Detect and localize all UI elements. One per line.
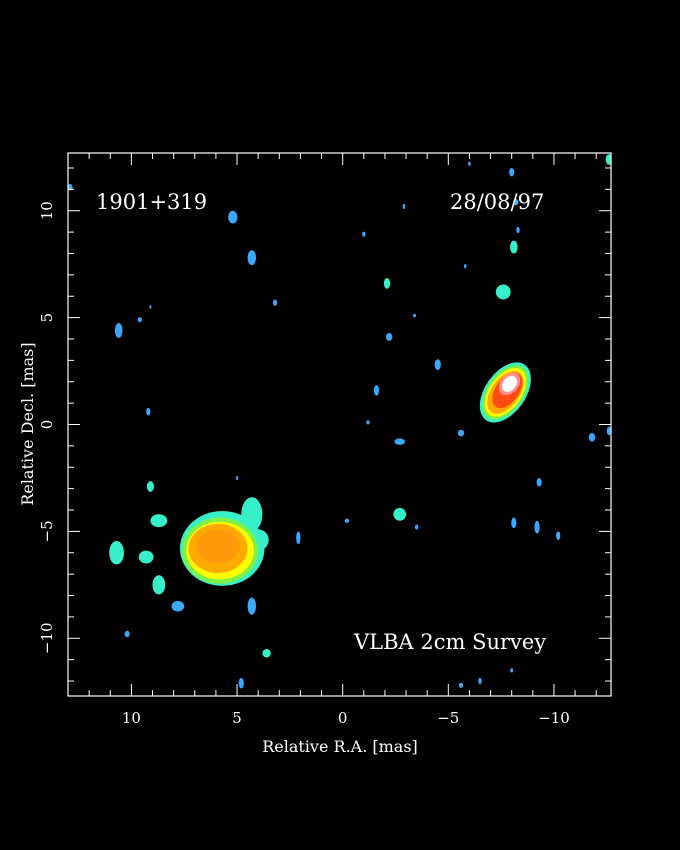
- noise-feature: [235, 475, 239, 481]
- noise-feature: [171, 600, 185, 612]
- noise-feature: [150, 514, 168, 528]
- survey-label: VLBA 2cm Survey: [353, 630, 546, 654]
- noise-feature: [362, 231, 366, 237]
- noise-feature: [385, 333, 393, 341]
- noise-feature: [152, 575, 166, 595]
- brightness-map: [68, 154, 611, 689]
- eastern-component: [241, 497, 263, 532]
- noise-feature: [510, 668, 514, 673]
- noise-feature: [146, 481, 154, 492]
- noise-feature: [414, 524, 419, 530]
- noise-feature: [247, 250, 257, 266]
- noise-feature: [394, 438, 405, 445]
- axis-ticks: 10 5 0 −5 −10 10 5 0 −5 −10: [38, 153, 611, 727]
- noise-feature: [228, 210, 238, 224]
- noise-feature: [109, 541, 124, 565]
- x-tick-label: 10: [122, 709, 141, 727]
- noise-feature: [509, 167, 515, 177]
- y-tick-label: 10: [38, 201, 56, 220]
- x-tick-label: −10: [538, 709, 570, 727]
- noise-feature: [238, 677, 244, 689]
- y-tick-label: −10: [38, 622, 56, 654]
- noise-feature: [296, 531, 301, 545]
- noise-feature: [137, 317, 142, 323]
- noise-feature: [510, 240, 518, 254]
- x-tick-label: −5: [437, 709, 459, 727]
- noise-feature: [463, 264, 467, 269]
- noise-feature: [511, 517, 517, 529]
- noise-feature: [149, 305, 152, 309]
- y-tick-label: −5: [38, 520, 56, 542]
- noise-feature: [534, 520, 540, 534]
- observation-date: 28/08/97: [450, 190, 544, 214]
- plot-frame: [67, 152, 612, 697]
- noise-feature: [605, 154, 611, 165]
- x-axis-label: Relative R.A. [mas]: [262, 737, 418, 756]
- noise-feature: [114, 322, 123, 338]
- noise-feature: [606, 426, 611, 436]
- noise-feature: [247, 597, 257, 615]
- x-tick-label: 0: [338, 709, 348, 727]
- noise-feature: [468, 161, 471, 166]
- noise-feature: [138, 550, 154, 564]
- source-name: 1901+319: [96, 190, 207, 214]
- core-component: [502, 375, 518, 392]
- noise-feature: [373, 384, 380, 396]
- noise-feature: [402, 203, 406, 210]
- noise-feature: [383, 278, 391, 289]
- noise-feature: [458, 682, 464, 688]
- y-tick-label: 0: [38, 420, 56, 430]
- y-axis-label: Relative Decl. [mas]: [18, 342, 37, 505]
- noise-feature: [344, 518, 350, 523]
- noise-feature: [366, 420, 370, 425]
- noise-feature: [146, 407, 151, 416]
- noise-feature: [536, 477, 542, 487]
- noise-feature: [513, 198, 519, 206]
- x-tick-label: 5: [232, 709, 242, 727]
- noise-feature: [457, 429, 465, 437]
- noise-feature: [516, 226, 520, 234]
- noise-feature: [588, 433, 596, 442]
- noise-feature: [434, 359, 441, 370]
- y-tick-label: 5: [38, 313, 56, 323]
- noise-feature: [495, 284, 511, 300]
- eastern-component: [196, 529, 240, 564]
- noise-feature: [262, 648, 271, 658]
- noise-feature: [124, 630, 130, 638]
- noise-feature: [478, 677, 482, 685]
- noise-feature: [556, 531, 561, 540]
- noise-feature: [272, 299, 278, 306]
- noise-feature: [413, 313, 416, 318]
- noise-feature: [393, 507, 407, 521]
- noise-feature: [68, 183, 73, 191]
